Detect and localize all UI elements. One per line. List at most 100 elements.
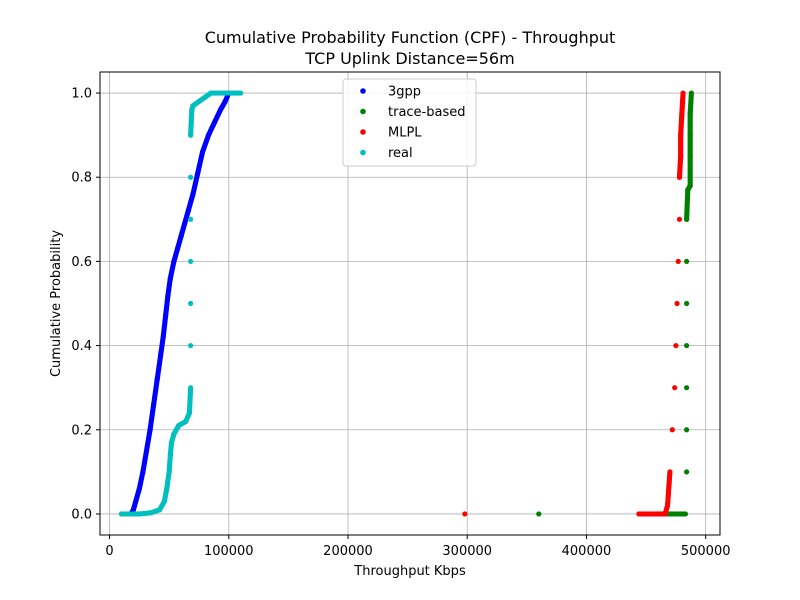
series-trace-based-point — [687, 183, 693, 189]
y-tick-label: 0.2 — [71, 423, 92, 438]
series-MLPL-point — [678, 132, 684, 138]
series-3gpp-point — [136, 486, 142, 492]
x-tick-label: 100000 — [204, 544, 254, 559]
series-3gpp-point — [199, 149, 206, 155]
x-tick-label: 200000 — [323, 544, 373, 559]
series-trace-based-point — [682, 511, 689, 517]
series-real-point — [136, 511, 142, 517]
series-MLPL-point — [676, 174, 683, 180]
series-real-point — [118, 511, 125, 517]
series-MLPL-point — [669, 427, 675, 433]
y-axis-label: Cumulative Probability — [49, 230, 64, 377]
y-tick-label: 0.8 — [71, 171, 92, 186]
series-real-point — [166, 469, 172, 475]
series-MLPL — [462, 90, 686, 517]
x-tick-label: 500000 — [681, 544, 731, 559]
series-trace-based-point — [536, 511, 542, 517]
series-real-point — [188, 258, 194, 265]
series-3gpp-point — [133, 498, 139, 504]
legend-marker-MLPL — [360, 129, 366, 135]
series-real-point — [208, 90, 214, 96]
y-tick-label: 0.6 — [71, 255, 92, 270]
legend-label-trace-based: trace-based — [388, 105, 466, 120]
series-trace-based-point — [684, 469, 690, 475]
legend-marker-trace-based — [360, 108, 366, 115]
series-3gpp-point — [167, 275, 173, 281]
series-real-point — [188, 385, 194, 391]
series-trace-based-point — [684, 216, 690, 222]
series-3gpp-point — [222, 98, 228, 105]
series-MLPL-point — [667, 469, 673, 475]
series-real-point — [189, 107, 195, 113]
series-real-point — [157, 507, 163, 513]
series-real-point — [190, 103, 196, 109]
series-real-point — [176, 422, 182, 429]
series-trace-based-point — [685, 187, 691, 193]
series-real-point — [186, 410, 193, 416]
x-tick-label: 400000 — [562, 544, 612, 559]
plot-frame — [99, 71, 721, 536]
series-MLPL-point — [636, 511, 642, 517]
series-3gpp-point — [178, 233, 184, 239]
series-real-point — [171, 431, 177, 437]
series-MLPL-point — [672, 385, 678, 391]
series-3gpp-point — [140, 469, 146, 475]
series-3gpp-point — [130, 507, 136, 513]
series-trace-based-point — [684, 300, 690, 307]
legend-marker-real — [360, 149, 366, 156]
legend-label-3gpp: 3gpp — [388, 85, 421, 100]
series-real-point — [220, 90, 226, 96]
legend: 3gpp trace-based MLPL real — [342, 78, 477, 167]
series-MLPL-point — [674, 300, 680, 307]
series-trace-based-point — [684, 258, 690, 265]
series-3gpp-point — [174, 246, 181, 252]
series-3gpp-point — [147, 427, 153, 433]
series-3gpp-point — [160, 334, 166, 340]
x-tick-label: 300000 — [442, 544, 492, 559]
series-real-point — [188, 342, 194, 349]
series-MLPL-point — [462, 511, 468, 517]
series-3gpp-point — [143, 448, 150, 454]
series-3gpp-point — [154, 376, 160, 382]
legend-box — [342, 78, 477, 167]
series-real-point — [167, 452, 173, 458]
series-3gpp-point — [211, 119, 218, 126]
series-3gpp-point — [217, 107, 224, 113]
series-MLPL-point — [678, 153, 684, 159]
series-MLPL-point — [662, 511, 668, 517]
y-tick-label: 0.4 — [71, 339, 92, 354]
series-3gpp — [128, 90, 232, 517]
series-trace-based — [536, 90, 694, 517]
series-3gpp-point — [205, 132, 212, 138]
series-3gpp-point — [151, 401, 157, 408]
series-MLPL-point — [680, 90, 686, 96]
series-real-point — [188, 174, 194, 180]
series-3gpp-point — [158, 351, 164, 357]
series-layer — [118, 90, 694, 517]
series-real-point — [196, 98, 202, 105]
series-trace-based-point — [684, 427, 690, 433]
series-real-point — [188, 216, 194, 222]
series-real-point — [202, 94, 208, 100]
series-MLPL-point — [664, 502, 671, 509]
chart-subtitle: TCP Uplink Distance=56m — [304, 49, 514, 68]
series-3gpp-point — [165, 292, 171, 298]
series-MLPL-point — [676, 216, 683, 222]
axis-ticks: 0 100000 200000 300000 400000 500000 0.0 0.2 0.4… — [71, 87, 730, 559]
series-real-point — [183, 418, 189, 424]
series-real-point — [188, 132, 194, 138]
legend-label-real: real — [388, 146, 413, 161]
series-3gpp-point — [185, 208, 191, 214]
y-tick-label: 0.0 — [71, 507, 92, 522]
series-real-point — [148, 510, 154, 516]
series-MLPL-point — [675, 258, 681, 265]
x-tick-label: 0 — [105, 544, 113, 559]
series-MLPL-point — [679, 111, 685, 117]
series-real — [118, 90, 244, 517]
series-trace-based-point — [687, 111, 693, 117]
series-3gpp-point — [182, 220, 188, 227]
series-3gpp-point — [162, 313, 169, 319]
chart-title: Cumulative Probability Function (CPF) - … — [205, 28, 616, 47]
series-real-point — [238, 90, 244, 96]
